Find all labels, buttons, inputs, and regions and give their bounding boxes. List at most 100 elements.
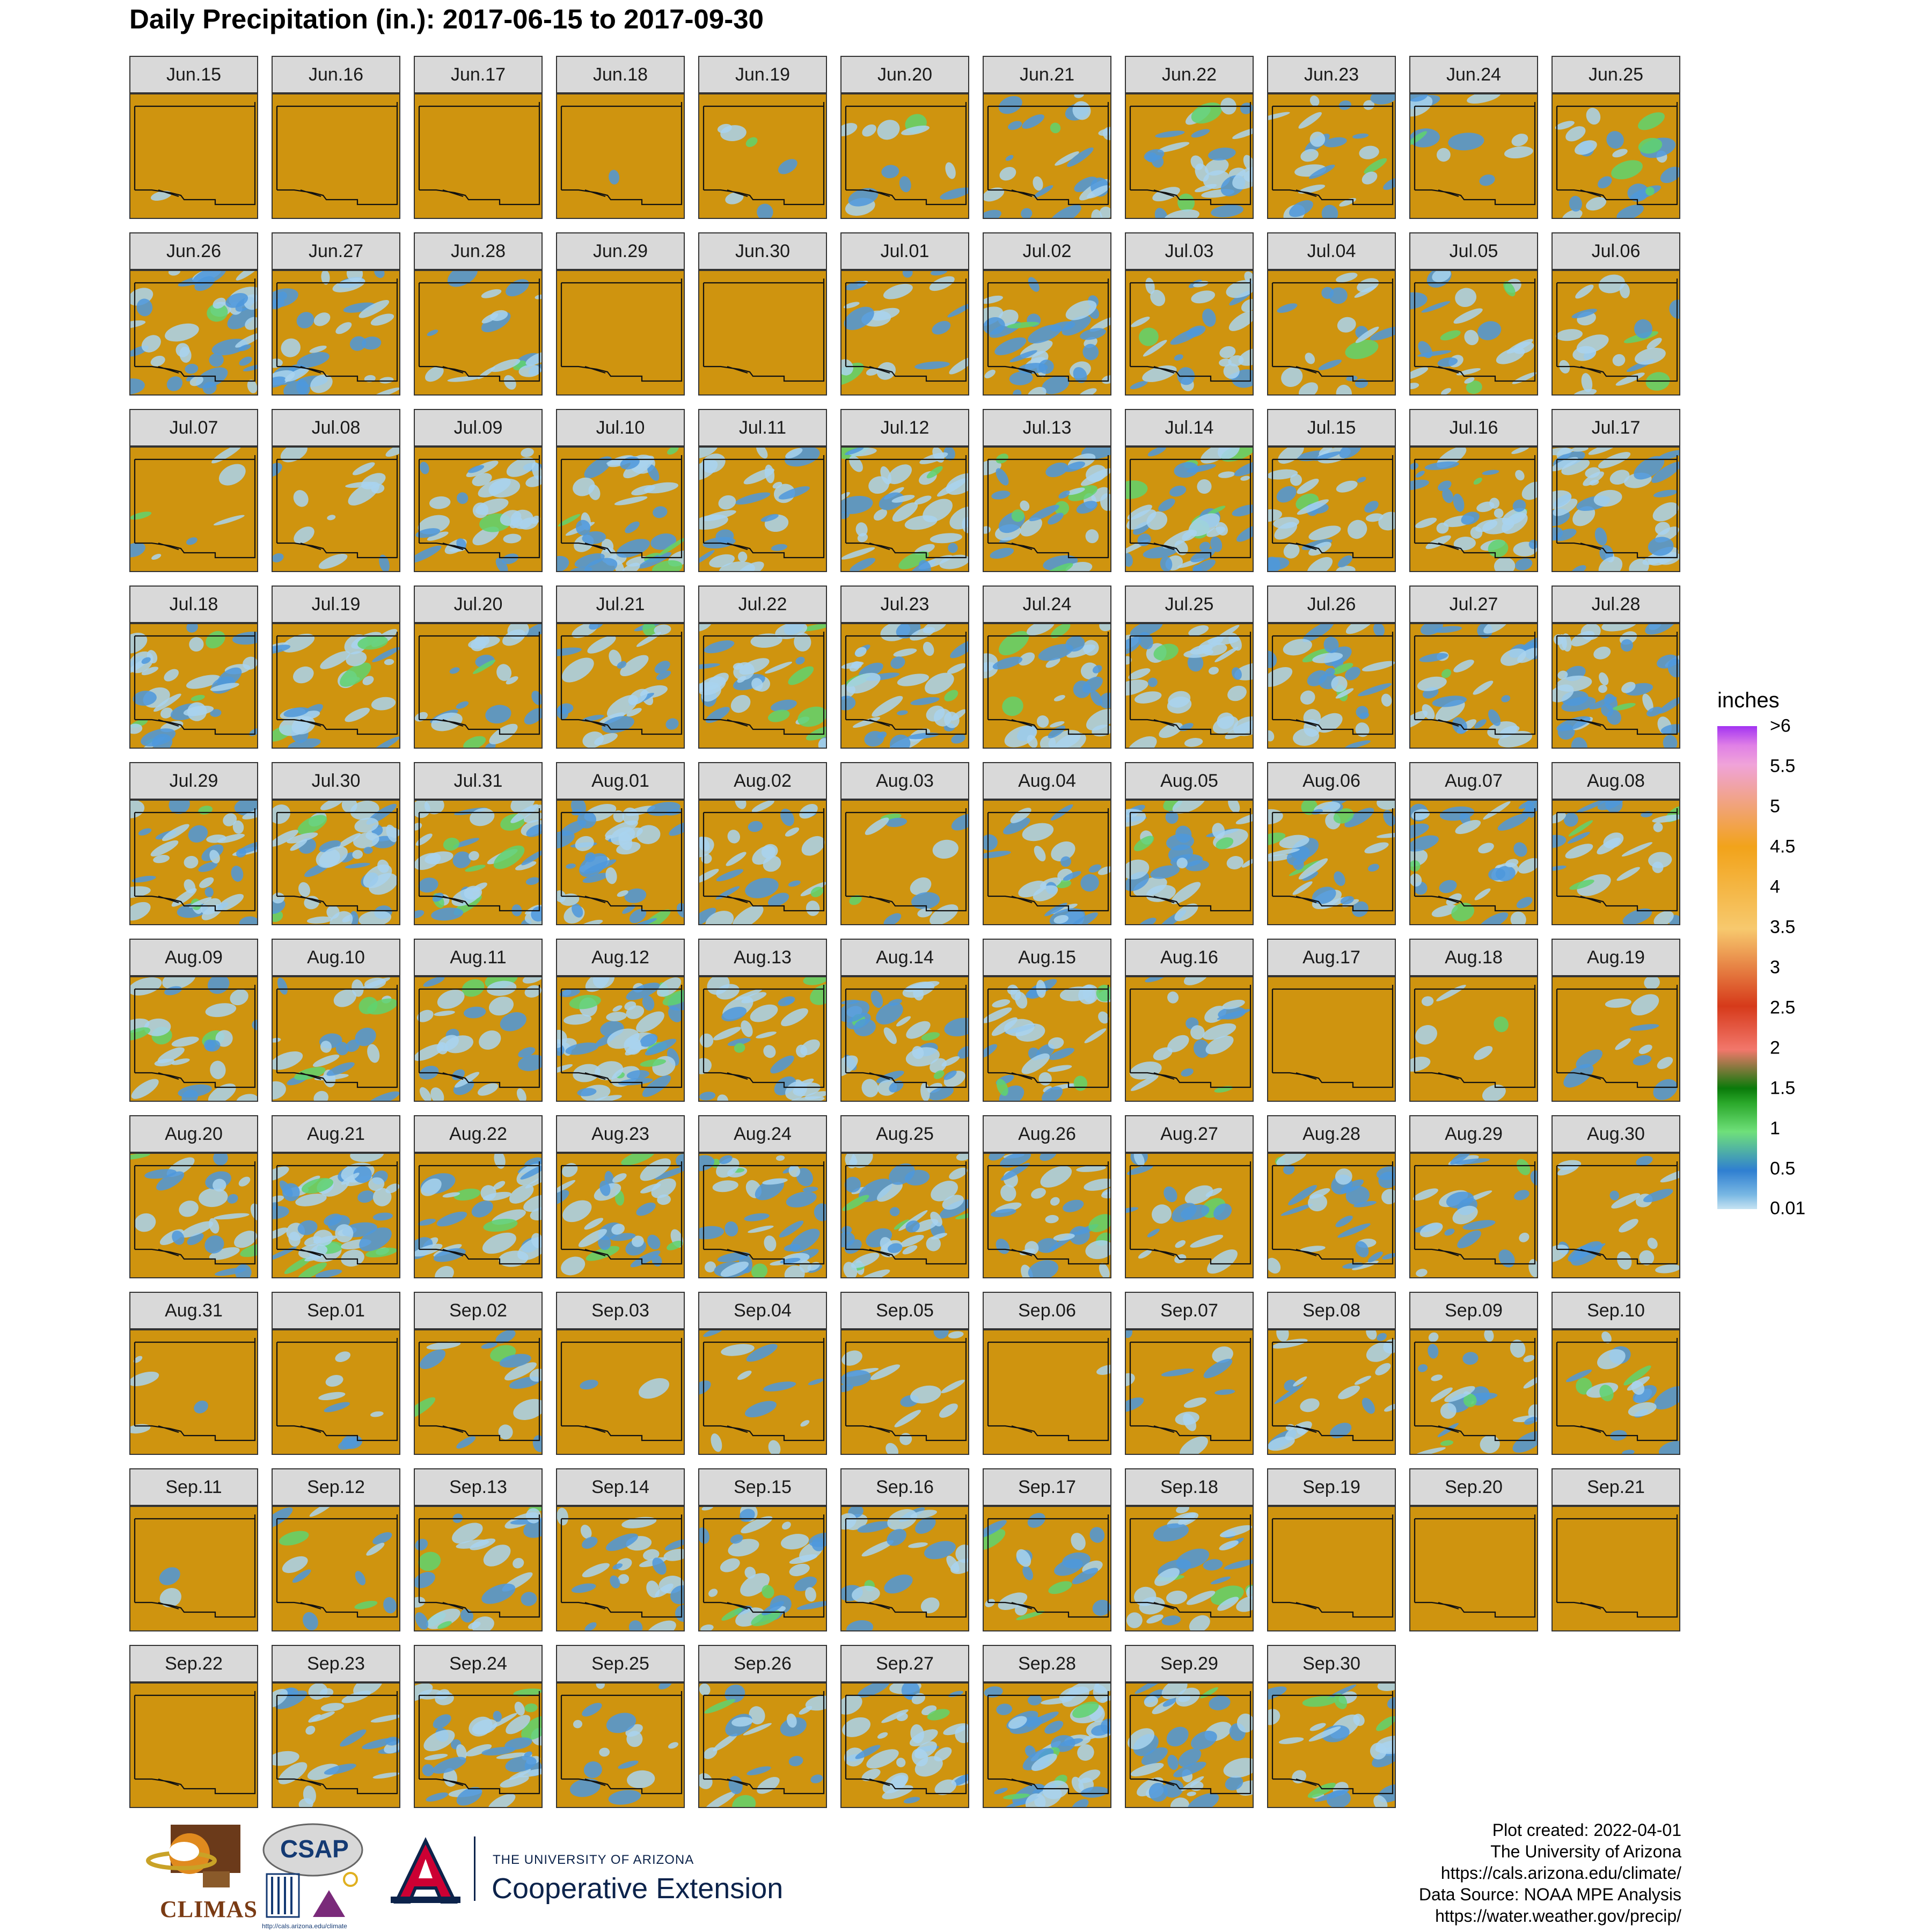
precip-cell [191, 694, 205, 701]
precip-cell [1076, 501, 1098, 514]
map-panel: Aug.24 [698, 1115, 827, 1278]
precip-cell [1563, 1064, 1594, 1088]
precip-map [840, 976, 969, 1102]
precip-cell [443, 837, 459, 851]
precip-cell [1410, 823, 1429, 840]
precip-cell [844, 1747, 865, 1767]
precip-map-svg [134, 1691, 256, 1795]
precip-cell [1479, 174, 1495, 186]
precip-cell [1278, 448, 1304, 464]
panel-date-label: Jul.25 [1125, 586, 1254, 623]
precip-cell [371, 697, 396, 711]
state-border [845, 1691, 967, 1795]
precip-map-svg [1410, 624, 1537, 748]
precip-cell [1083, 640, 1099, 656]
precip-cell [179, 347, 192, 363]
precip-cell [1636, 1155, 1653, 1166]
credit-precip-url[interactable]: https://water.weather.gov/precip/ [1435, 1906, 1681, 1926]
precip-map-svg [134, 1514, 256, 1618]
precip-map [698, 1506, 827, 1631]
panel-date-label: Jul.31 [414, 762, 543, 800]
precip-cell [456, 1436, 476, 1449]
precip-cell [926, 466, 943, 479]
precip-cell [1651, 462, 1679, 483]
precip-cell [928, 1086, 954, 1101]
map-panel: Aug.02 [698, 762, 827, 925]
precip-cell [560, 820, 587, 836]
precip-map-svg [557, 448, 684, 571]
precip-cell [1028, 277, 1040, 292]
precip-cell [493, 845, 525, 869]
map-panel: Aug.27 [1125, 1115, 1254, 1278]
precip-map [1552, 800, 1680, 925]
precip-cell [866, 368, 879, 376]
precip-cell [1655, 522, 1670, 535]
precip-cell [1197, 479, 1212, 494]
credit-climate-url[interactable]: https://cals.arizona.edu/climate/ [1440, 1863, 1681, 1883]
map-panel: Jul.08 [272, 409, 400, 572]
map-panel: Sep.29 [1125, 1645, 1254, 1808]
state-border [987, 985, 1109, 1088]
precip-cell [749, 1706, 765, 1725]
precip-cell [950, 640, 968, 658]
precip-cell [699, 1058, 712, 1074]
precip-cell [931, 1233, 948, 1240]
panel-date-label: Aug.24 [698, 1115, 827, 1153]
precip-cell [646, 1620, 676, 1630]
precip-cell [1518, 858, 1537, 874]
precip-cell [1599, 1385, 1614, 1402]
precip-cell [1155, 130, 1185, 138]
precip-cell [947, 663, 967, 674]
map-panel: Sep.15 [698, 1468, 827, 1631]
precip-cell [887, 1509, 917, 1530]
precip-cell [1410, 383, 1419, 390]
precip-cell [841, 1370, 871, 1387]
precip-cell [366, 1091, 399, 1101]
precip-cell [599, 1747, 610, 1757]
precip-cell [957, 1046, 968, 1059]
precip-cell [1462, 1220, 1496, 1230]
precip-cell [557, 1180, 576, 1195]
precip-cell [745, 137, 758, 147]
precip-map [414, 270, 543, 396]
precip-map [1409, 1329, 1538, 1455]
precip-cell [1128, 1728, 1155, 1750]
precip-map-svg [1410, 801, 1537, 924]
precip-cell [1494, 1016, 1509, 1033]
precip-map [840, 447, 969, 572]
precip-cell [642, 995, 655, 1011]
precip-cell [751, 1609, 781, 1627]
precip-cell [805, 1587, 816, 1602]
precip-cell [273, 1081, 286, 1100]
precip-cell [947, 303, 968, 318]
precip-cell [171, 1058, 190, 1065]
precip-cell [1571, 631, 1595, 647]
precip-cell [849, 664, 860, 672]
precip-cell [1003, 817, 1030, 835]
precip-cell [647, 1234, 661, 1250]
precip-cell [1572, 506, 1596, 526]
precip-map-svg [276, 1338, 398, 1450]
precip-cell [1462, 1352, 1479, 1365]
precip-cell [906, 1021, 931, 1039]
panel-date-label: Aug.17 [1267, 939, 1396, 976]
precip-cell [1553, 527, 1563, 541]
precip-cell [712, 1180, 738, 1192]
precip-cell [463, 736, 486, 748]
precip-cell [415, 545, 442, 564]
precip-cell [292, 1569, 311, 1583]
precip-cell [1448, 133, 1484, 151]
precip-cell [1071, 1533, 1086, 1550]
precip-cell [1345, 340, 1379, 360]
precip-map-svg [415, 1154, 541, 1277]
precip-cell [186, 624, 198, 633]
precip-cell [1631, 1380, 1645, 1395]
panel-date-label: Aug.10 [272, 939, 400, 976]
precip-cell [733, 663, 743, 670]
precip-cell [313, 1091, 328, 1101]
precip-cell [1053, 733, 1086, 748]
precip-cell [800, 624, 826, 632]
precip-cell [273, 553, 284, 562]
precip-cell [851, 1253, 880, 1268]
precip-cell [1268, 848, 1300, 857]
